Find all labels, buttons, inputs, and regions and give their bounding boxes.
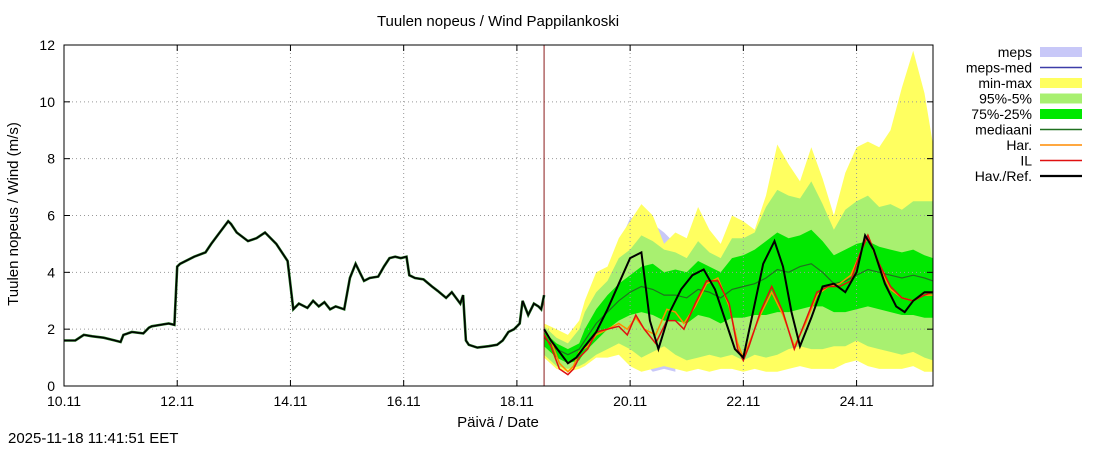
- legend-label: min-max: [978, 75, 1032, 91]
- hav-forecast-line: [543, 232, 933, 365]
- y-tick-label: 10: [39, 94, 55, 110]
- y-tick-label: 12: [39, 37, 55, 53]
- observed-line: [64, 220, 545, 349]
- x-tick-label: 18.11: [500, 393, 534, 409]
- y-tick-label: 6: [47, 208, 55, 224]
- legend-swatch-p75_25: [1040, 109, 1082, 119]
- x-tick-label: 12.11: [160, 393, 194, 409]
- legend-label: meps-med: [966, 60, 1032, 76]
- legend-label: IL: [1020, 153, 1032, 169]
- y-axis-title: Tuulen nopeus / Wind (m/s): [5, 122, 22, 306]
- legend-label: meps: [998, 44, 1032, 60]
- x-tick-label: 10.11: [47, 393, 81, 409]
- y-tick-label: 4: [47, 264, 55, 280]
- axis-ticks: 0 2 4 6 8 10 12 10.11 12.11 14.11 16.11 18.11 20.11 2…: [39, 37, 933, 409]
- y-tick-label: 8: [47, 151, 55, 167]
- y-tick-label: 2: [47, 321, 55, 337]
- x-tick-label: 20.11: [613, 393, 647, 409]
- legend-label: 95%-5%: [979, 91, 1032, 107]
- y-tick-label: 0: [47, 378, 55, 394]
- x-tick-label: 16.11: [387, 393, 421, 409]
- series-lines: [64, 45, 934, 386]
- legend-swatch-p95_5: [1040, 93, 1082, 104]
- legend-label: mediaani: [975, 122, 1032, 138]
- x-axis-title: Päivä / Date: [457, 414, 539, 430]
- x-tick-label: 14.11: [273, 393, 307, 409]
- legend-label: Hav./Ref.: [975, 168, 1032, 184]
- legend-label: 75%-25%: [971, 106, 1032, 122]
- p75-25-band: [544, 229, 933, 364]
- x-tick-label: 24.11: [840, 393, 874, 409]
- legend-label: Har.: [1006, 137, 1032, 153]
- legend: mepsmeps-medmin-max95%-5%75%-25%mediaani…: [966, 44, 1082, 184]
- chart-title: Tuulen nopeus / Wind Pappilankoski: [377, 13, 619, 30]
- forecast-bands: [544, 50, 933, 372]
- legend-swatch-minmax: [1040, 78, 1082, 88]
- legend-swatch-meps: [1040, 47, 1082, 57]
- generated-timestamp: 2025-11-18 11:41:51 EET: [8, 430, 179, 447]
- wind-speed-chart: 0 2 4 6 8 10 12 10.11 12.11 14.11 16.11 18.11 20.11 2…: [5, 13, 1082, 431]
- observed-underlay-line: [64, 219, 546, 349]
- x-tick-label: 22.11: [726, 393, 760, 409]
